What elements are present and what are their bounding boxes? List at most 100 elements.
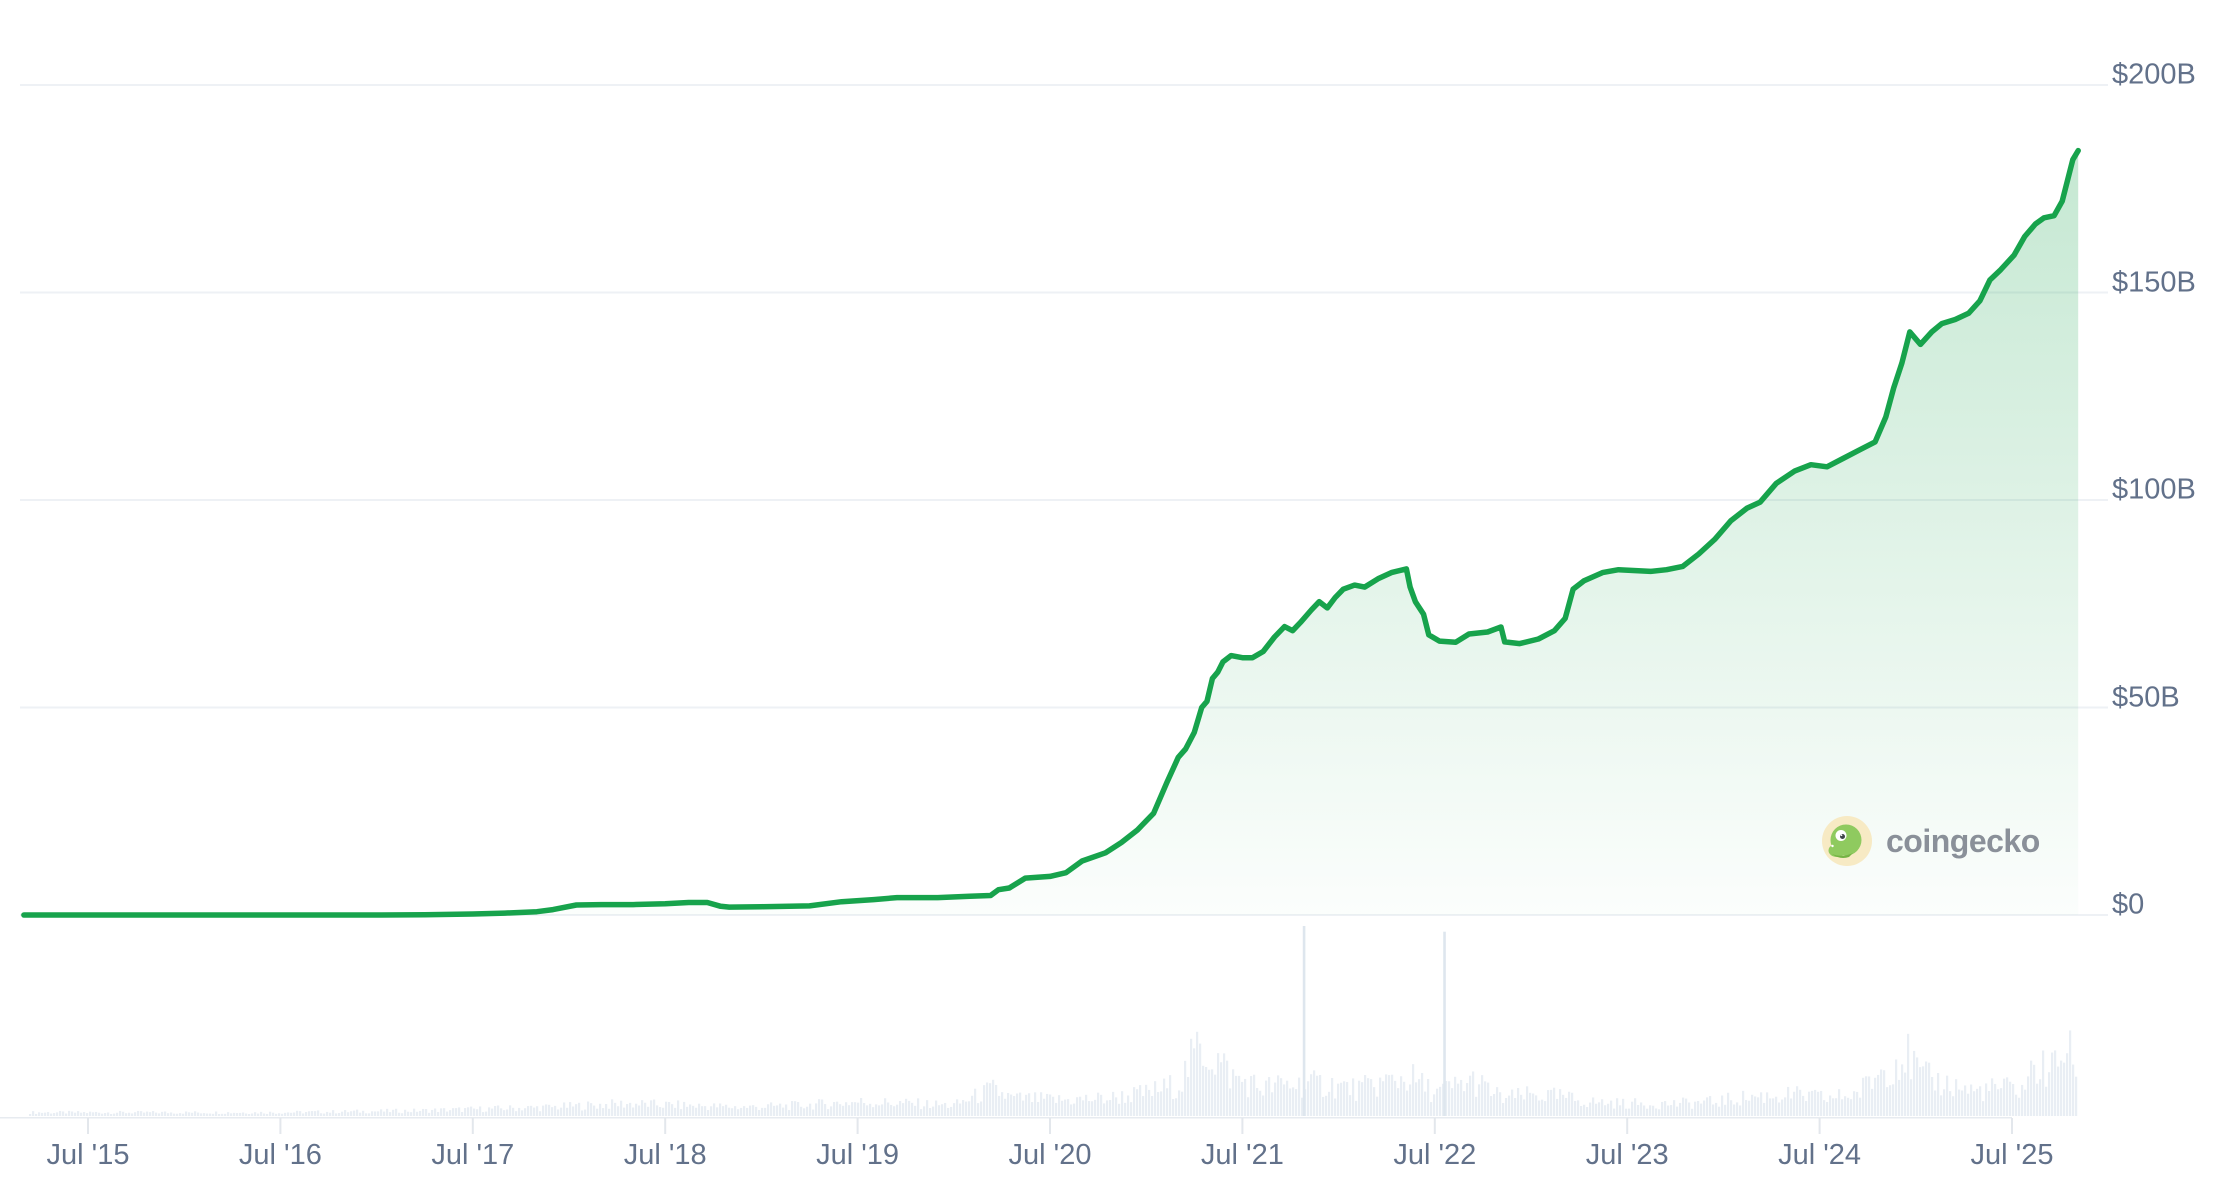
volume-bar: [1541, 1099, 1544, 1116]
volume-bar: [1259, 1090, 1262, 1116]
volume-bar: [299, 1111, 302, 1116]
volume-bar: [2042, 1050, 2045, 1116]
volume-bar: [1670, 1105, 1673, 1116]
volume-bar: [419, 1110, 422, 1116]
volume-bar: [1412, 1064, 1415, 1116]
volume-bar: [1379, 1077, 1382, 1116]
volume-bar: [1592, 1097, 1595, 1116]
volume-bar: [323, 1113, 326, 1116]
volume-bar: [1052, 1096, 1055, 1116]
volume-bar: [953, 1103, 956, 1116]
volume-bar: [1826, 1101, 1829, 1116]
volume-bar: [722, 1106, 725, 1116]
volume-bar: [275, 1113, 278, 1116]
volume-bar: [254, 1112, 257, 1116]
volume-bar: [431, 1109, 434, 1116]
volume-bar: [1370, 1079, 1373, 1116]
volume-bar: [1121, 1091, 1124, 1116]
volume-bar: [539, 1111, 542, 1116]
volume-bar: [338, 1113, 341, 1116]
volume-bar: [281, 1113, 284, 1116]
volume-bar: [1805, 1100, 1808, 1116]
volume-bar: [1226, 1060, 1229, 1116]
volume-bar: [1499, 1092, 1502, 1116]
volume-bar: [1442, 1083, 1445, 1116]
volume-bar: [413, 1108, 416, 1116]
volume-bar: [1373, 1087, 1376, 1116]
volume-bar: [392, 1109, 395, 1116]
volume-bar: [935, 1100, 938, 1116]
x-axis-line: [0, 1117, 2012, 1119]
y-axis-label: $0: [2112, 888, 2145, 921]
volume-bar: [185, 1111, 188, 1116]
volume-bar: [1904, 1072, 1907, 1116]
volume-bar: [857, 1102, 860, 1116]
volume-bar: [641, 1100, 644, 1116]
x-axis-label: Jul '21: [1200, 1139, 1284, 1171]
x-axis-tick: [1049, 1118, 1051, 1134]
volume-bar: [1217, 1053, 1220, 1116]
volume-bar: [1895, 1059, 1898, 1116]
volume-bar: [164, 1111, 167, 1116]
volume-bar: [2063, 1062, 2066, 1116]
volume-bar: [1913, 1050, 1916, 1116]
volume-bar: [587, 1101, 590, 1116]
volume-bar: [1139, 1085, 1142, 1116]
y-axis-label: $50B: [2112, 681, 2180, 713]
volume-bar: [605, 1103, 608, 1116]
volume-bar: [1790, 1098, 1793, 1116]
volume-bar: [1661, 1101, 1664, 1116]
volume-bar: [1385, 1074, 1388, 1116]
volume-bar: [1886, 1087, 1889, 1116]
volume-bar: [1346, 1082, 1349, 1116]
volume-bar: [308, 1111, 311, 1116]
volume-bar: [1754, 1096, 1757, 1116]
volume-bar: [1856, 1091, 1859, 1116]
volume-bar: [449, 1110, 452, 1116]
volume-bar: [1793, 1091, 1796, 1116]
volume-bar: [989, 1083, 992, 1116]
volume-bar: [914, 1105, 917, 1116]
volume-bar: [905, 1098, 908, 1116]
volume-bar: [1700, 1103, 1703, 1116]
volume-bar: [737, 1109, 740, 1116]
x-axis-label: Jul '25: [1970, 1139, 2054, 1171]
volume-bar: [1034, 1092, 1037, 1116]
volume-bar: [1493, 1094, 1496, 1116]
volume-bar: [251, 1113, 254, 1116]
volume-bar: [1037, 1102, 1040, 1116]
x-axis-tick: [471, 1118, 474, 1134]
volume-bar: [845, 1102, 848, 1116]
volume-bar: [1667, 1105, 1670, 1116]
volume-bar: [542, 1105, 545, 1116]
volume-bar: [107, 1112, 110, 1116]
volume-bar: [1046, 1093, 1049, 1116]
volume-bar: [1118, 1103, 1121, 1116]
volume-bar: [2024, 1089, 2027, 1116]
volume-bar: [1853, 1091, 1856, 1116]
volume-bar: [1319, 1075, 1322, 1116]
volume-bar: [1937, 1073, 1940, 1116]
volume-bar: [1193, 1048, 1196, 1116]
volume-bar: [221, 1113, 224, 1116]
volume-bar: [1652, 1105, 1655, 1116]
volume-bar: [854, 1102, 857, 1116]
volume-bar: [68, 1110, 71, 1116]
volume-bar: [1835, 1098, 1838, 1116]
volume-bar: [1271, 1092, 1274, 1116]
volume-bar: [1223, 1053, 1226, 1116]
volume-bar: [923, 1106, 926, 1116]
volume-bar: [1865, 1076, 1868, 1116]
volume-bar: [944, 1102, 947, 1116]
volume-bar: [638, 1105, 641, 1116]
volume-bar: [1082, 1100, 1085, 1116]
volume-bar: [1760, 1092, 1763, 1116]
volume-bar: [1073, 1103, 1076, 1116]
volume-bar: [1433, 1094, 1436, 1116]
volume-bar: [1088, 1101, 1091, 1116]
volume-bar: [176, 1113, 179, 1116]
volume-bar: [1061, 1100, 1064, 1116]
volume-bar: [701, 1106, 704, 1116]
volume-bar: [821, 1099, 824, 1116]
